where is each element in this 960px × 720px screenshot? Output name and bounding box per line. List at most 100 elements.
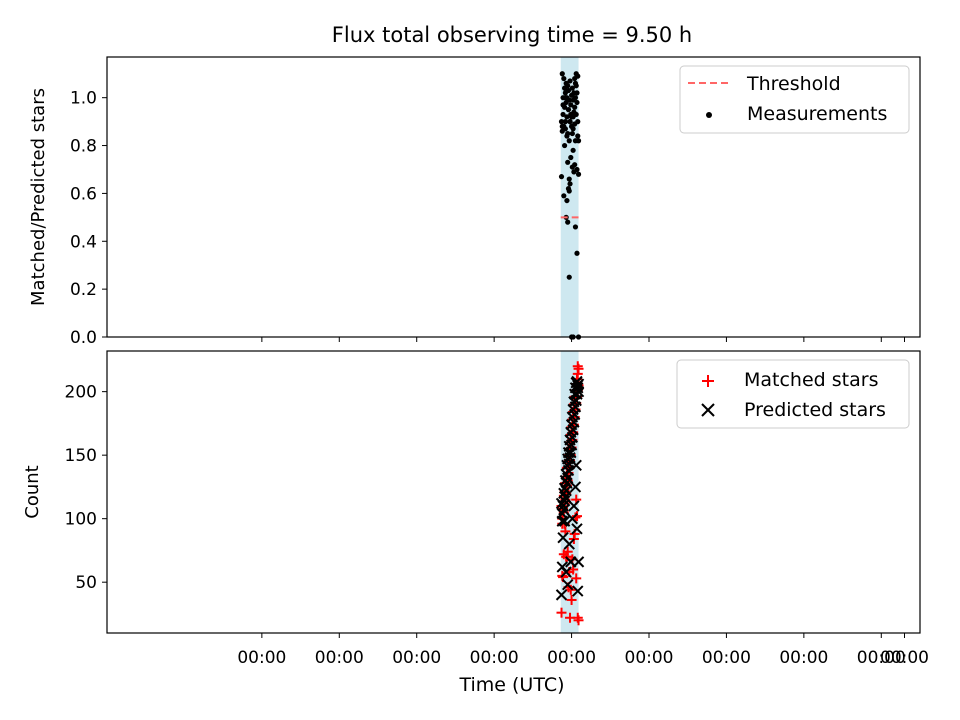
count-x-ticks: 00:00 00:00 00:00 00:00 00:00 00:00 00:00 00:00… — [237, 633, 929, 668]
measurement-point — [562, 119, 568, 125]
count-legend-box — [676, 359, 910, 429]
measurement-point — [569, 85, 575, 91]
measurement-point — [569, 130, 575, 137]
measurement-point — [575, 133, 581, 139]
predicted-star-stroke-b — [555, 589, 568, 601]
measurement-point — [570, 126, 576, 132]
predicted-star-point — [560, 566, 572, 578]
measurement-point — [573, 71, 579, 77]
predicted-star-stroke-b — [568, 500, 580, 512]
measurement-point — [566, 138, 572, 144]
predicted-star-stroke-b — [558, 495, 571, 507]
measurement-point — [562, 95, 568, 101]
matched-star-point — [571, 573, 582, 584]
measurement-point — [572, 104, 578, 110]
count-plot-frame — [106, 350, 921, 634]
predicted-star-stroke-b — [557, 532, 569, 544]
matched-star-point — [566, 594, 577, 605]
measurement-point — [561, 75, 567, 82]
measurement-point — [572, 95, 579, 101]
measurement-point — [568, 102, 574, 108]
predicted-star-stroke-b — [561, 472, 574, 484]
predicted-star-stroke-b — [567, 424, 579, 436]
measurement-point — [567, 119, 573, 125]
x-tick-label: 00:00 — [237, 648, 286, 668]
ratio-x-ticks — [261, 337, 906, 342]
count-y-tick-label: 100 — [65, 510, 97, 530]
measurement-point — [565, 159, 571, 165]
count-y-tick-label: 50 — [75, 573, 97, 593]
matched-legend-label: Matched stars — [744, 369, 878, 391]
measurement-point — [558, 119, 565, 125]
measurement-point — [564, 114, 570, 120]
measurement-point — [559, 71, 565, 77]
matched-star-point — [572, 361, 583, 372]
predicted-star-stroke-b — [566, 431, 579, 444]
predicted-star-point — [555, 589, 568, 601]
ratio-panel: 0.0 0.2 0.4 0.6 0.8 1.0 Matched/Predicted sta… — [28, 56, 921, 348]
measurement-point — [560, 102, 566, 108]
x-tick-label: 00:00 — [857, 648, 906, 668]
x-tick-label: 00:00 — [779, 648, 828, 668]
predicted-star-stroke-b — [561, 579, 574, 591]
predicted-stars-series — [555, 375, 585, 601]
ratio-y-tick-label: 0.6 — [70, 184, 97, 204]
ratio-y-ticks: 0.0 0.2 0.4 0.6 0.8 1.0 — [70, 89, 107, 348]
measurement-point — [565, 83, 571, 89]
threshold-legend-label: Threshold — [746, 73, 841, 95]
ratio-y-tick-label: 1.0 — [70, 89, 97, 109]
measurement-point — [565, 87, 572, 94]
predicted-star-stroke-b — [565, 439, 578, 451]
measurement-point — [567, 181, 573, 187]
measurement-point — [574, 99, 580, 106]
predicted-legend-label: Predicted stars — [744, 399, 886, 421]
predicted-star-stroke-b — [572, 585, 584, 597]
count-y-axis-label: Count — [22, 465, 43, 518]
measurement-point — [564, 197, 570, 204]
measurement-point — [566, 97, 572, 103]
measurement-point — [568, 154, 574, 161]
x-tick-label: 00:00 — [547, 648, 596, 668]
predicted-star-stroke-b — [568, 408, 581, 421]
ratio-y-tick-label: 0.0 — [70, 328, 97, 348]
predicted-star-point — [570, 459, 582, 472]
predicted-star-point — [569, 481, 582, 493]
measurement-point — [564, 133, 570, 139]
ratio-legend: Threshold Measurements — [679, 65, 910, 134]
predicted-star-point — [558, 504, 570, 516]
predicted-star-stroke-b — [563, 538, 575, 550]
measurements-legend-swatch — [706, 112, 712, 118]
matched-star-point — [562, 546, 573, 557]
measurement-point — [575, 138, 582, 144]
count-legend: Matched stars Predicted stars — [676, 359, 910, 429]
ratio-y-axis-label: Matched/Predicted stars — [28, 88, 49, 306]
ratio-plot-frame — [106, 56, 921, 338]
measurements-series — [558, 71, 582, 340]
measurement-point — [559, 123, 565, 130]
measurement-point — [572, 224, 579, 230]
predicted-star-point — [572, 585, 584, 597]
predicted-star-stroke-b — [572, 382, 584, 394]
x-axis-label: Time (UTC) — [458, 674, 564, 696]
measurement-point — [560, 111, 566, 118]
measurement-point — [566, 188, 572, 194]
x-tick-label: 00:00 — [392, 648, 441, 668]
measurement-point — [566, 176, 572, 182]
predicted-star-stroke-b — [566, 512, 579, 525]
measurement-point — [558, 174, 565, 180]
measurement-point — [571, 169, 577, 175]
predicted-star-point — [568, 500, 580, 512]
measurement-point — [561, 193, 567, 199]
predicted-star-point — [563, 538, 575, 550]
count-y-tick-label: 150 — [65, 446, 97, 466]
predicted-star-point — [571, 523, 583, 535]
measurement-point — [574, 90, 580, 96]
predicted-star-stroke-b — [556, 515, 568, 527]
ratio-y-tick-label: 0.2 — [70, 280, 97, 300]
predicted-star-stroke-b — [569, 481, 582, 493]
x-tick-label: 00:00 — [315, 648, 364, 668]
measurement-point — [575, 119, 581, 125]
measurement-point — [570, 147, 576, 153]
predicted-star-stroke-b — [570, 459, 582, 472]
